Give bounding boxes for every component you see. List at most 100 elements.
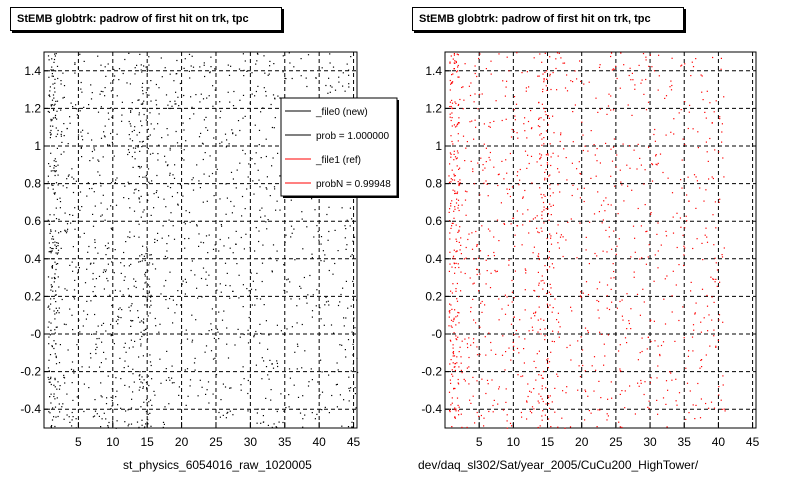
- scatter-point: [550, 88, 552, 91]
- scatter-point: [671, 311, 673, 313]
- scatter-point: [451, 117, 453, 119]
- scatter-point: [580, 291, 582, 293]
- scatter-point: [255, 63, 257, 65]
- scatter-point: [488, 156, 490, 159]
- scatter-point: [454, 192, 456, 195]
- scatter-point: [346, 244, 348, 246]
- scatter-point: [169, 73, 171, 75]
- scatter-point: [224, 133, 227, 135]
- scatter-point: [472, 395, 474, 397]
- scatter-point: [302, 248, 304, 250]
- scatter-point: [260, 111, 262, 113]
- scatter-point: [243, 333, 245, 336]
- scatter-point: [544, 171, 546, 173]
- scatter-point: [185, 210, 187, 212]
- scatter-point: [184, 58, 186, 60]
- scatter-point: [139, 255, 141, 257]
- scatter-point: [276, 362, 278, 364]
- scatter-point: [100, 185, 102, 187]
- scatter-point: [721, 256, 724, 258]
- scatter-point: [468, 383, 470, 385]
- scatter-point: [118, 316, 120, 318]
- scatter-point: [476, 273, 478, 276]
- scatter-point: [306, 302, 308, 304]
- scatter-point: [457, 181, 459, 183]
- scatter-point: [130, 423, 133, 425]
- scatter-point: [73, 369, 75, 371]
- scatter-point: [707, 160, 709, 162]
- scatter-point: [543, 78, 545, 80]
- scatter-point: [150, 254, 152, 256]
- scatter-point: [71, 314, 73, 316]
- scatter-point: [54, 278, 56, 280]
- scatter-point: [94, 410, 97, 412]
- scatter-point: [144, 426, 146, 428]
- scatter-point: [69, 122, 71, 124]
- scatter-point: [155, 191, 157, 194]
- scatter-point: [505, 86, 507, 88]
- scatter-point: [209, 155, 211, 157]
- scatter-point: [199, 101, 201, 103]
- scatter-point: [139, 141, 141, 143]
- scatter-point: [89, 160, 91, 162]
- scatter-point: [53, 214, 55, 216]
- scatter-point: [48, 411, 50, 413]
- scatter-point: [167, 164, 169, 166]
- scatter-point: [219, 416, 221, 418]
- scatter-point: [678, 319, 680, 322]
- scatter-point: [487, 255, 489, 257]
- scatter-point: [546, 303, 548, 305]
- scatter-point: [96, 338, 98, 340]
- scatter-point: [498, 388, 500, 390]
- scatter-point: [540, 374, 542, 376]
- scatter-point: [551, 401, 553, 403]
- scatter-point: [48, 94, 50, 96]
- scatter-point: [173, 177, 176, 179]
- scatter-point: [199, 187, 201, 189]
- scatter-point: [558, 171, 560, 173]
- scatter-point: [124, 342, 126, 344]
- scatter-point: [596, 160, 598, 162]
- scatter-point: [149, 312, 151, 314]
- scatter-point: [232, 133, 234, 135]
- scatter-point: [77, 272, 79, 274]
- scatter-point: [189, 385, 191, 387]
- scatter-point: [49, 95, 51, 98]
- scatter-point: [684, 227, 686, 229]
- scatter-point: [173, 238, 176, 240]
- scatter-point: [528, 86, 530, 88]
- scatter-point: [298, 408, 300, 410]
- scatter-point: [131, 303, 133, 305]
- scatter-point: [450, 105, 452, 108]
- scatter-point: [513, 349, 515, 351]
- scatter-point: [184, 293, 186, 295]
- scatter-point: [350, 387, 352, 389]
- scatter-point: [254, 163, 256, 165]
- scatter-point: [198, 180, 200, 182]
- scatter-point: [106, 208, 108, 210]
- scatter-point: [48, 359, 50, 361]
- scatter-point: [146, 413, 148, 415]
- scatter-point: [90, 357, 92, 359]
- scatter-point: [533, 408, 535, 410]
- scatter-point: [449, 89, 451, 91]
- scatter-point: [572, 111, 574, 113]
- scatter-point: [139, 150, 141, 152]
- scatter-point: [516, 175, 518, 177]
- scatter-point: [660, 344, 663, 347]
- scatter-point: [710, 401, 713, 403]
- scatter-point: [452, 344, 454, 346]
- scatter-point: [525, 272, 527, 274]
- scatter-point: [674, 340, 676, 342]
- scatter-point: [48, 321, 50, 323]
- scatter-point: [619, 393, 621, 395]
- x-tick-label: 45: [746, 435, 760, 449]
- scatter-point: [115, 204, 118, 206]
- scatter-point: [723, 408, 725, 410]
- scatter-point: [113, 155, 115, 157]
- scatter-point: [130, 296, 132, 298]
- scatter-point: [168, 107, 170, 109]
- scatter-point: [593, 213, 596, 215]
- scatter-point: [49, 90, 51, 92]
- scatter-point: [165, 161, 167, 163]
